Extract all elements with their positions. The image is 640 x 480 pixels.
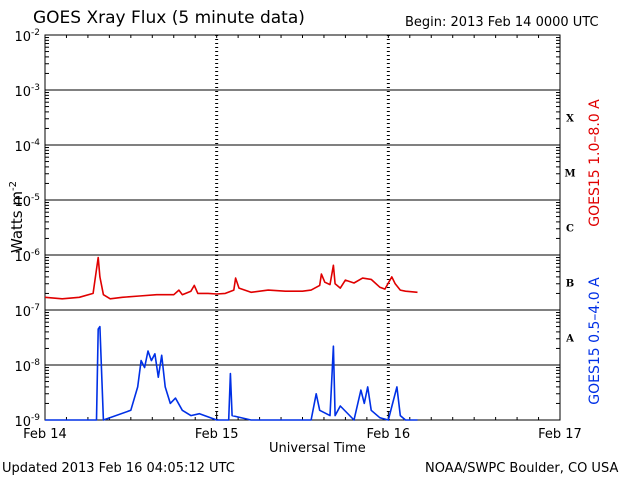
- series-group: [44, 256, 418, 421]
- y-tick-base: 10: [14, 305, 31, 320]
- y-tick-label: 10-4: [14, 138, 40, 155]
- y-tick-exponent: -5: [31, 193, 40, 203]
- y-tick-exponent: -7: [31, 303, 40, 313]
- y-tick-exponent: -6: [31, 248, 40, 258]
- flare-class-label: X: [566, 114, 574, 125]
- axis-ticks: [44, 34, 561, 421]
- x-tick-label: Feb 15: [195, 427, 239, 442]
- y-tick-label: 10-5: [14, 193, 40, 210]
- y-tick-label: 10-2: [14, 28, 40, 45]
- y-tick-base: 10: [14, 195, 31, 210]
- flare-class-label: A: [565, 334, 574, 345]
- y-axis-title-sup: -2: [8, 181, 19, 191]
- flare-class-label: B: [566, 279, 574, 290]
- y-tick-base: 10: [14, 140, 31, 155]
- y-tick-label: 10-7: [14, 303, 40, 320]
- plot-area: [44, 34, 561, 421]
- y-tick-base: 10: [14, 360, 31, 375]
- credit-label: NOAA/SWPC Boulder, CO USA: [425, 461, 619, 476]
- y-tick-base: 10: [14, 85, 31, 100]
- y-tick-label: 10-6: [14, 248, 40, 265]
- y-tick-base: 10: [14, 250, 31, 265]
- y-tick-exponent: -2: [31, 28, 40, 38]
- y-tick-exponent: -9: [31, 413, 40, 423]
- y-tick-base: 10: [14, 30, 31, 45]
- series-line-long: [44, 256, 418, 300]
- flare-class-label: M: [564, 169, 575, 180]
- y-tick-base: 10: [14, 415, 31, 430]
- legend-long-channel: GOES15 1.0–8.0 A: [587, 99, 603, 227]
- x-tick-label: Feb 17: [538, 427, 582, 442]
- x-axis-title: Universal Time: [269, 441, 366, 456]
- y-axis-title-text: Watts m: [8, 190, 26, 254]
- begin-label: Begin: 2013 Feb 14 0000 UTC: [405, 15, 599, 30]
- grid: [45, 35, 560, 420]
- flare-class-label: C: [566, 224, 574, 235]
- y-tick-exponent: -8: [31, 358, 40, 368]
- x-tick-label: Feb 14: [23, 427, 67, 442]
- updated-label: Updated 2013 Feb 16 04:05:12 UTC: [2, 461, 235, 476]
- y-tick-label: 10-9: [14, 413, 40, 430]
- y-axis-title: Watts m-2: [8, 172, 26, 262]
- y-tick-label: 10-8: [14, 358, 40, 375]
- legend-short-channel: GOES15 0.5–4.0 A: [587, 277, 603, 405]
- chart-title: GOES Xray Flux (5 minute data): [33, 8, 305, 28]
- series-line-short: [45, 325, 418, 421]
- y-tick-label: 10-3: [14, 83, 40, 100]
- y-tick-exponent: -4: [31, 138, 40, 148]
- y-tick-exponent: -3: [31, 83, 40, 93]
- x-tick-label: Feb 16: [366, 427, 410, 442]
